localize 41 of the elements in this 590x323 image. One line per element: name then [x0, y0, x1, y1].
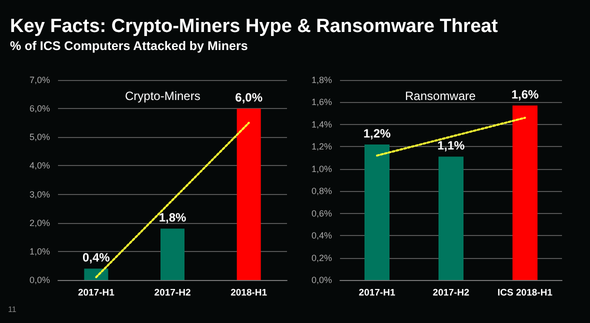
- data-label: 6,0%: [235, 90, 263, 105]
- y-tick-label: 0,8%: [311, 186, 332, 196]
- x-tick-label: 2017-H2: [154, 288, 191, 298]
- y-tick-label: 2,0%: [29, 218, 50, 228]
- y-tick-label: 0,2%: [311, 252, 332, 263]
- y-tick-label: 4,0%: [29, 160, 50, 171]
- bar: [236, 108, 261, 280]
- x-tick-label: 2018-H1: [230, 288, 268, 298]
- x-tick-label: ICS 2018-H1: [498, 288, 554, 298]
- x-tick-label: 2017-H1: [78, 288, 116, 298]
- data-label: 1,2%: [363, 126, 391, 140]
- y-tick-label: 7,0%: [29, 75, 50, 85]
- y-tick-label: 1,4%: [311, 119, 332, 130]
- text: Ransomware: [405, 89, 476, 103]
- text: % of ICS Computers Attacked by Miners: [10, 39, 248, 53]
- y-tick-label: 3,0%: [29, 189, 50, 200]
- y-tick-label: 1,6%: [311, 97, 332, 108]
- y-tick-label: 1,8%: [311, 75, 332, 85]
- bar: [84, 268, 108, 280]
- y-tick-label: 5,0%: [29, 132, 50, 142]
- y-tick-label: 0,6%: [311, 208, 332, 218]
- bar: [364, 144, 390, 280]
- bar: [160, 228, 184, 280]
- data-label: 1,1%: [437, 138, 465, 153]
- y-tick-label: 0,0%: [29, 275, 50, 285]
- data-label: 1,6%: [511, 88, 539, 102]
- y-tick-label: 0,4%: [311, 230, 332, 241]
- data-label: 0,4%: [82, 250, 110, 265]
- data-label: 1,8%: [158, 210, 186, 225]
- y-tick-label: 1,2%: [311, 142, 332, 152]
- text: 11: [8, 305, 16, 314]
- text: Crypto-Miners: [125, 89, 200, 103]
- text: Key Facts: Crypto-Miners Hype & Ransomware Threat: [10, 16, 498, 38]
- y-tick-label: 1,0%: [311, 164, 332, 174]
- y-tick-label: 0,0%: [311, 275, 332, 285]
- x-tick-label: 2017-H2: [432, 288, 470, 298]
- y-tick-label: 1,0%: [29, 246, 50, 256]
- bar: [438, 156, 464, 280]
- bar: [512, 106, 538, 280]
- x-tick-label: 2017-H1: [358, 288, 396, 298]
- y-tick-label: 6,0%: [29, 104, 50, 114]
